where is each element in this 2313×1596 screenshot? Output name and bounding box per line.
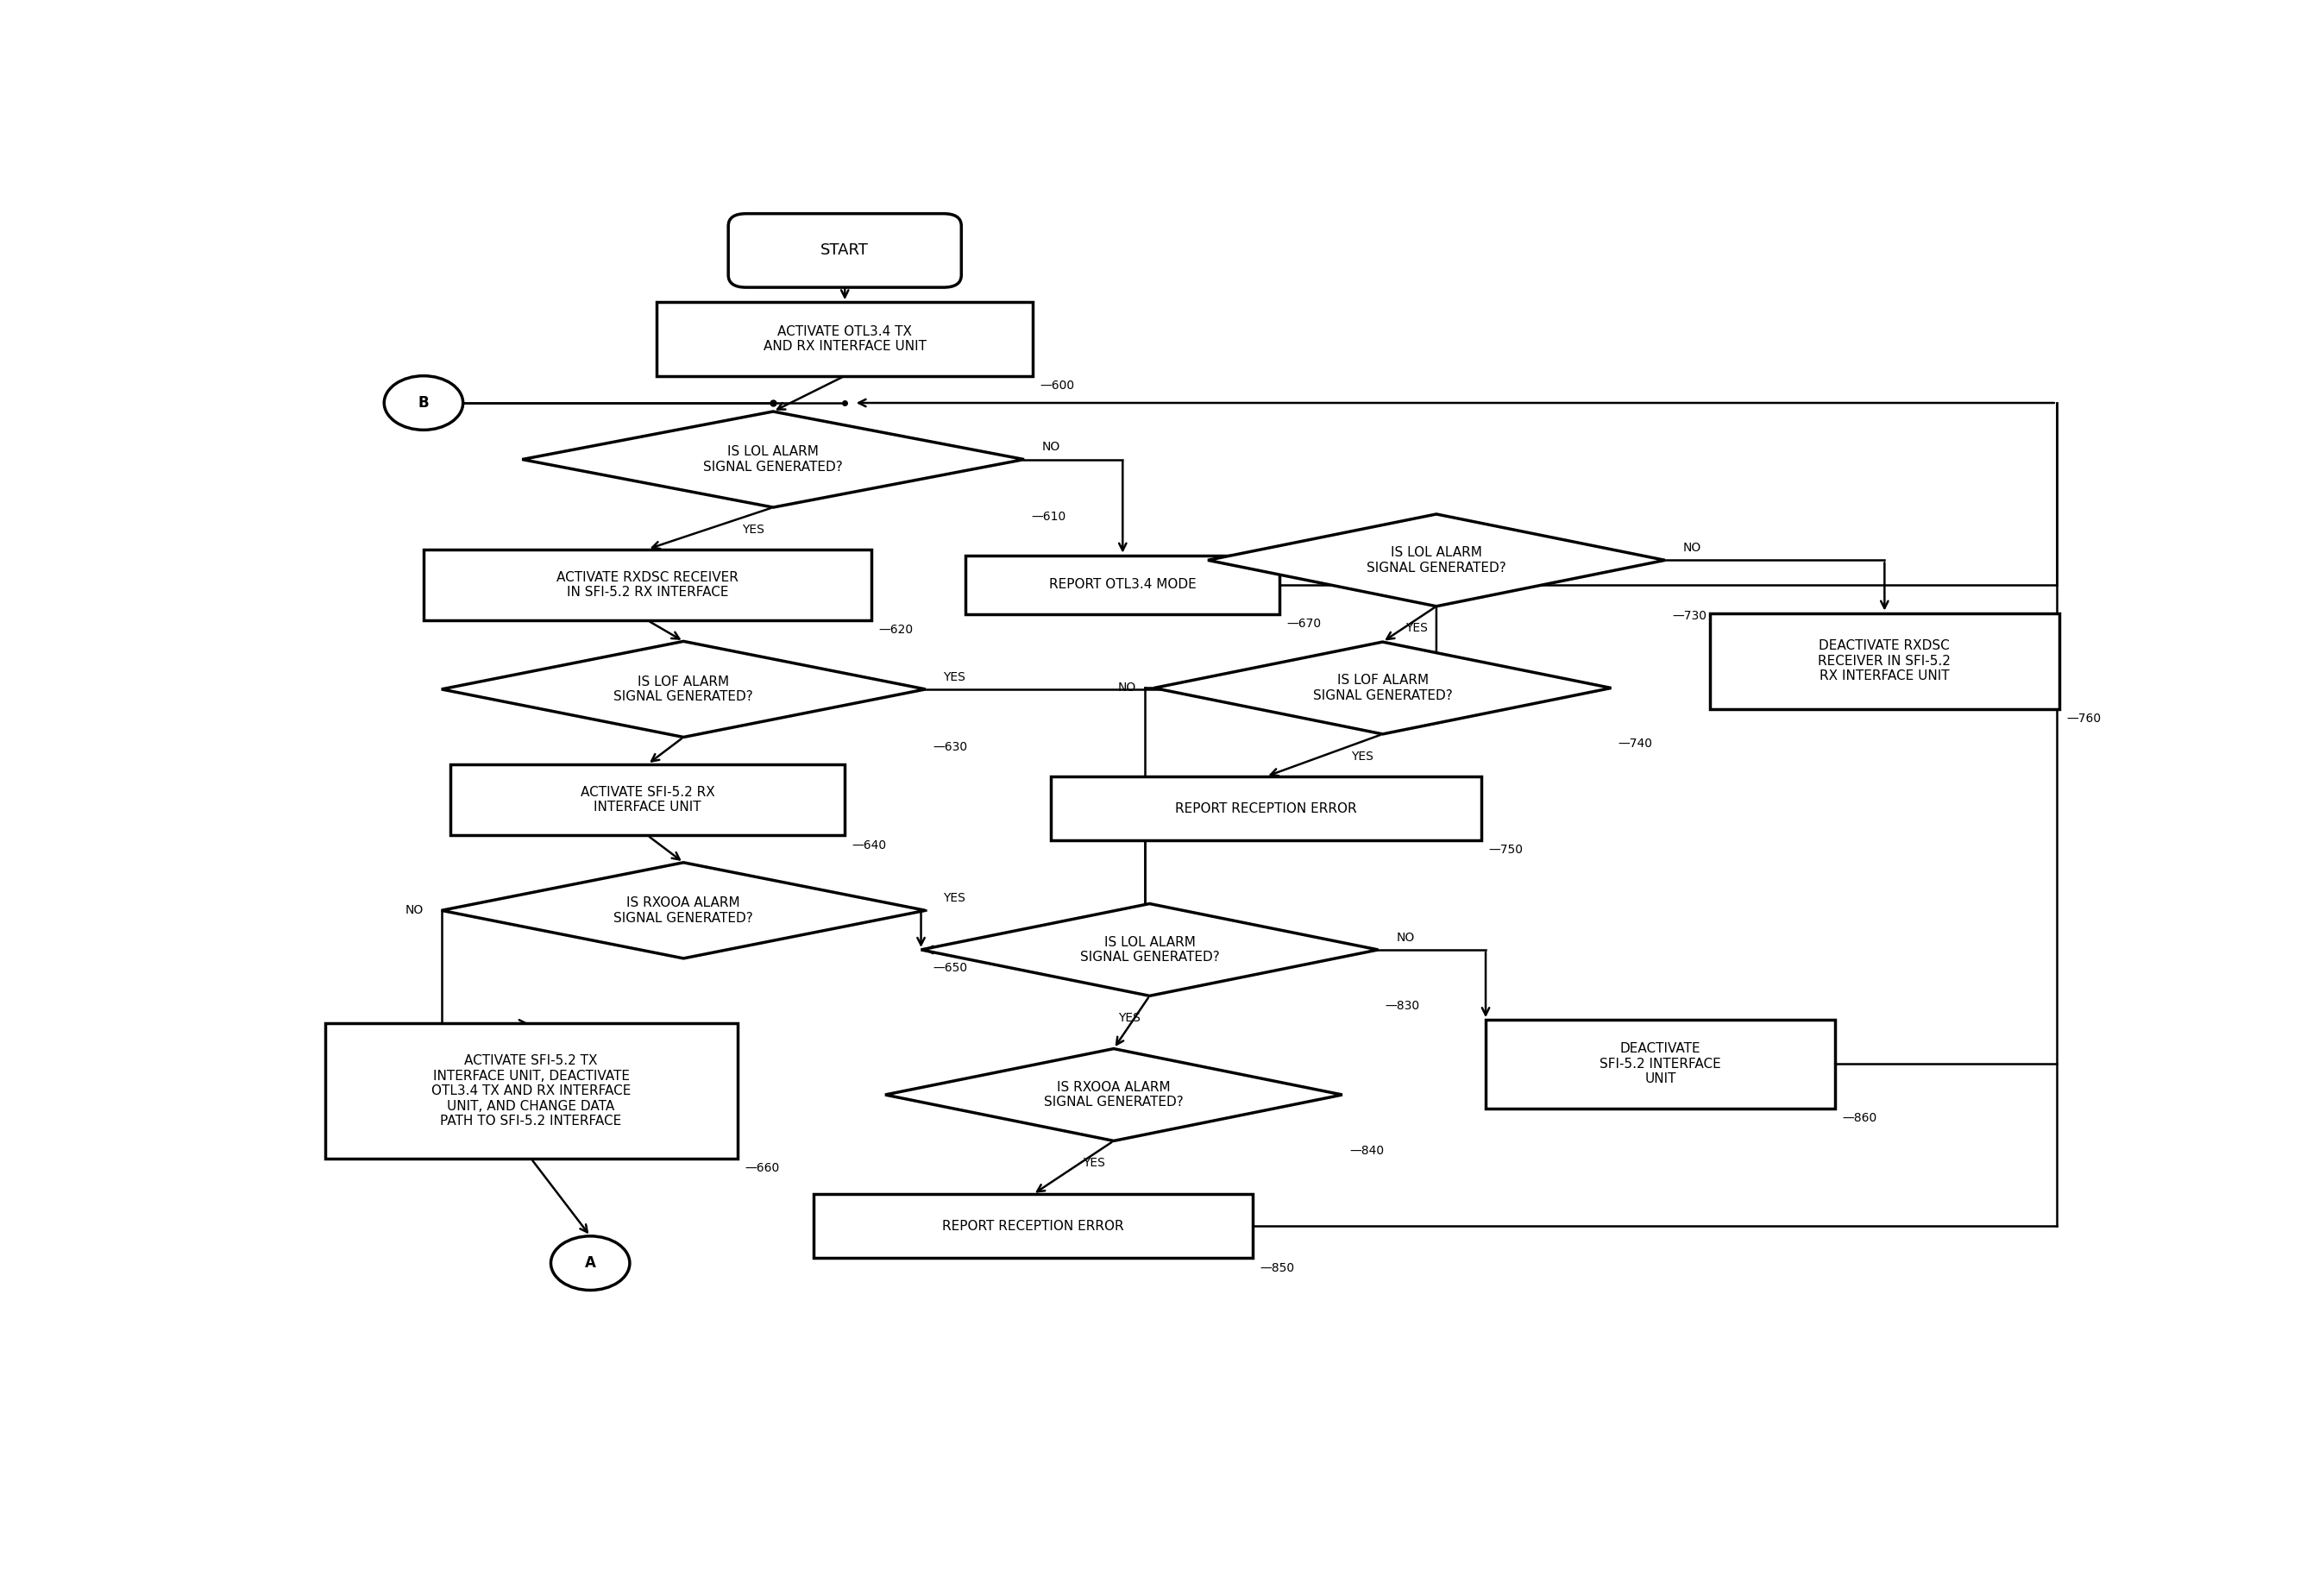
Circle shape <box>550 1235 629 1290</box>
Text: A: A <box>585 1256 597 1270</box>
Text: REPORT RECEPTION ERROR: REPORT RECEPTION ERROR <box>941 1219 1124 1232</box>
Text: YES: YES <box>1351 750 1374 763</box>
Text: —620: —620 <box>879 624 914 637</box>
Bar <box>657 302 1034 375</box>
Bar <box>967 555 1279 614</box>
Text: B: B <box>419 396 428 410</box>
Text: —840: —840 <box>1348 1144 1383 1157</box>
Text: NO: NO <box>405 905 423 916</box>
Text: —730: —730 <box>1672 610 1707 622</box>
Text: —760: —760 <box>2066 712 2100 725</box>
Text: —650: —650 <box>932 962 967 974</box>
Circle shape <box>384 377 463 429</box>
Text: —740: —740 <box>1619 737 1654 750</box>
Polygon shape <box>442 862 925 958</box>
Text: ACTIVATE RXDSC RECEIVER
IN SFI-5.2 RX INTERFACE: ACTIVATE RXDSC RECEIVER IN SFI-5.2 RX IN… <box>557 571 738 598</box>
Text: —630: —630 <box>932 741 967 753</box>
Bar <box>1050 777 1480 841</box>
Text: REPORT RECEPTION ERROR: REPORT RECEPTION ERROR <box>1175 801 1358 816</box>
Text: —670: —670 <box>1286 618 1321 630</box>
Text: YES: YES <box>1117 1012 1140 1025</box>
Text: —860: —860 <box>1843 1112 1878 1124</box>
Text: —660: —660 <box>745 1162 779 1175</box>
Text: ACTIVATE OTL3.4 TX
AND RX INTERFACE UNIT: ACTIVATE OTL3.4 TX AND RX INTERFACE UNIT <box>763 326 925 353</box>
Text: YES: YES <box>1404 622 1427 635</box>
Text: YES: YES <box>944 892 967 905</box>
Text: NO: NO <box>1397 932 1413 943</box>
Polygon shape <box>442 642 925 737</box>
Text: —610: —610 <box>1032 511 1066 523</box>
Text: —830: —830 <box>1385 999 1420 1012</box>
FancyBboxPatch shape <box>729 214 962 287</box>
Text: NO: NO <box>1117 681 1136 694</box>
Text: IS RXOOA ALARM
SIGNAL GENERATED?: IS RXOOA ALARM SIGNAL GENERATED? <box>1043 1080 1184 1109</box>
Text: REPORT OTL3.4 MODE: REPORT OTL3.4 MODE <box>1050 578 1196 591</box>
Text: —640: —640 <box>851 839 886 851</box>
Bar <box>1709 613 2059 709</box>
Polygon shape <box>1207 514 1665 606</box>
Text: IS LOL ALARM
SIGNAL GENERATED?: IS LOL ALARM SIGNAL GENERATED? <box>1367 546 1506 575</box>
Bar <box>451 764 844 835</box>
Text: ACTIVATE SFI-5.2 RX
INTERFACE UNIT: ACTIVATE SFI-5.2 RX INTERFACE UNIT <box>581 785 715 814</box>
Text: START: START <box>821 243 870 259</box>
Bar <box>423 549 872 621</box>
Text: IS LOL ALARM
SIGNAL GENERATED?: IS LOL ALARM SIGNAL GENERATED? <box>1080 935 1219 964</box>
Text: IS LOF ALARM
SIGNAL GENERATED?: IS LOF ALARM SIGNAL GENERATED? <box>613 675 754 704</box>
Text: NO: NO <box>1043 440 1059 453</box>
Polygon shape <box>921 903 1379 996</box>
Text: DEACTIVATE RXDSC
RECEIVER IN SFI-5.2
RX INTERFACE UNIT: DEACTIVATE RXDSC RECEIVER IN SFI-5.2 RX … <box>1818 640 1950 683</box>
Bar <box>814 1194 1254 1258</box>
Polygon shape <box>886 1049 1342 1141</box>
Text: —750: —750 <box>1487 844 1522 855</box>
Text: —600: —600 <box>1041 380 1076 391</box>
Bar <box>324 1023 738 1159</box>
Text: YES: YES <box>1082 1157 1106 1168</box>
Text: IS LOF ALARM
SIGNAL GENERATED?: IS LOF ALARM SIGNAL GENERATED? <box>1314 674 1453 702</box>
Text: IS LOL ALARM
SIGNAL GENERATED?: IS LOL ALARM SIGNAL GENERATED? <box>703 445 842 474</box>
Text: DEACTIVATE
SFI-5.2 INTERFACE
UNIT: DEACTIVATE SFI-5.2 INTERFACE UNIT <box>1601 1042 1721 1085</box>
Text: —850: —850 <box>1261 1262 1295 1274</box>
Bar <box>1485 1020 1834 1108</box>
Text: YES: YES <box>944 670 967 683</box>
Polygon shape <box>1154 642 1612 734</box>
Polygon shape <box>523 412 1025 508</box>
Text: YES: YES <box>742 523 763 536</box>
Text: ACTIVATE SFI-5.2 TX
INTERFACE UNIT, DEACTIVATE
OTL3.4 TX AND RX INTERFACE
UNIT, : ACTIVATE SFI-5.2 TX INTERFACE UNIT, DEAC… <box>430 1055 631 1128</box>
Text: IS RXOOA ALARM
SIGNAL GENERATED?: IS RXOOA ALARM SIGNAL GENERATED? <box>613 897 754 924</box>
Text: NO: NO <box>1684 543 1700 554</box>
